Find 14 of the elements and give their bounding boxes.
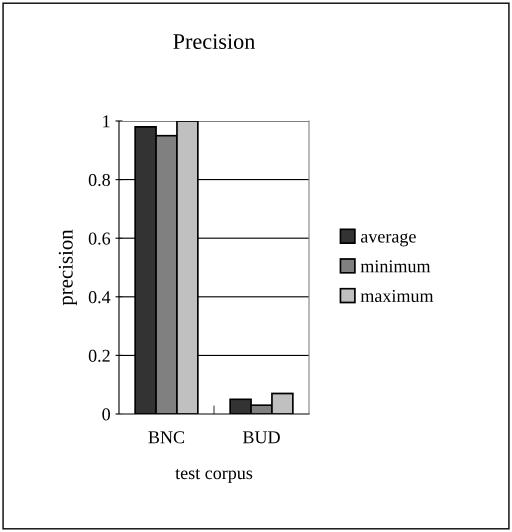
y-tick-label: 0.2 xyxy=(88,350,110,362)
legend-label: minimum xyxy=(360,260,430,272)
y-tick-label: 0.6 xyxy=(88,232,110,245)
y-tick-label: 0.4 xyxy=(88,291,110,304)
y-tick-label: 1 xyxy=(103,115,110,128)
x-axis-title: test corpus xyxy=(175,468,252,483)
legend-label: average xyxy=(360,233,416,246)
x-tick-label: BNC xyxy=(148,431,184,444)
y-axis-title: precision xyxy=(58,230,77,306)
x-tick-label: BUD xyxy=(242,431,280,444)
y-tick-label: 0 xyxy=(102,408,110,420)
legend-label: maximum xyxy=(360,290,434,302)
y-tick-label: 0.8 xyxy=(88,174,110,186)
chart-title: Precision xyxy=(173,34,256,49)
